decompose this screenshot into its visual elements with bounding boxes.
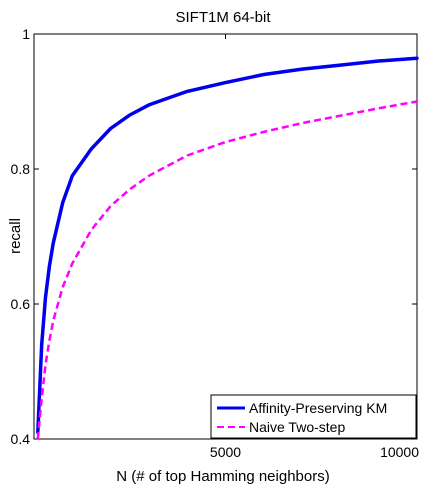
axis-ticks: 0.4 0.6 0.8 1 5000 10000 [11,26,420,460]
chart-title: SIFT1M 64-bit [175,9,271,26]
legend-label-affinity-preserving-km: Affinity-Preserving KM [249,400,387,416]
x-tick-label: 10000 [380,444,419,460]
legend-label-naive-two-step: Naive Two-step [249,419,345,435]
legend: Affinity-Preserving KM Naive Two-step [210,394,417,439]
series-layer [36,56,419,440]
y-tick-label: 1 [22,26,30,42]
x-tick-label: 5000 [210,444,241,460]
plot-area [33,33,418,440]
y-axis-label: recall [7,218,24,254]
y-tick-label: 0.8 [11,161,31,177]
series-line-affinity-preserving-km [36,56,419,435]
legend-box [210,394,417,439]
x-axis-label: N (# of top Hamming neighbors) [116,468,329,485]
y-tick-label: 0.6 [11,296,31,312]
y-tick-label: 0.4 [11,431,31,447]
